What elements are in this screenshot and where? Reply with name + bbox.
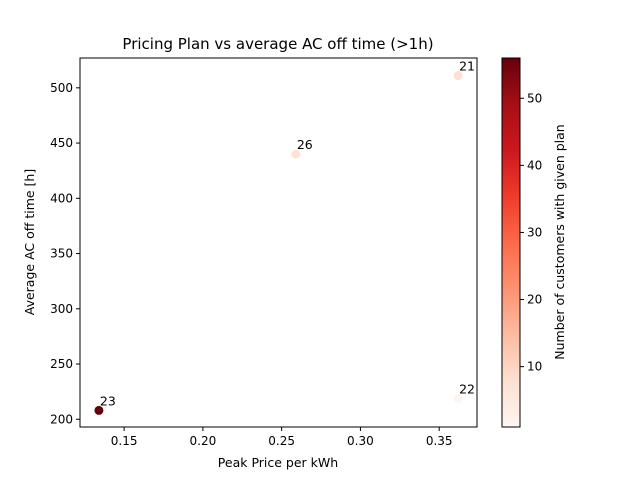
x-tick-label: 0.35 bbox=[426, 434, 453, 448]
plot-area: 0.15 0.20 0.25 0.30 0.35 200 250 300 350 400 450 5… bbox=[50, 57, 478, 448]
colorbar-tick-label: 10 bbox=[527, 360, 542, 374]
point-label: 22 bbox=[459, 381, 475, 396]
x-axis: 0.15 0.20 0.25 0.30 0.35 bbox=[111, 427, 453, 448]
point-label: 23 bbox=[100, 393, 116, 408]
x-axis-label: Peak Price per kWh bbox=[218, 455, 338, 470]
x-tick-label: 0.20 bbox=[190, 434, 217, 448]
y-tick-label: 300 bbox=[50, 302, 73, 316]
colorbar-tick-label: 30 bbox=[527, 225, 542, 239]
x-tick-label: 0.30 bbox=[347, 434, 374, 448]
colorbar-tick-label: 50 bbox=[527, 91, 542, 105]
data-point bbox=[291, 149, 301, 159]
point-label: 26 bbox=[297, 137, 313, 152]
chart-title: Pricing Plan vs average AC off time (>1h… bbox=[122, 35, 433, 53]
colorbar-frame bbox=[501, 57, 521, 428]
colorbar-label: Number of customers with given plan bbox=[552, 124, 567, 359]
y-tick-label: 400 bbox=[50, 191, 73, 205]
y-tick-label: 450 bbox=[50, 136, 73, 150]
colorbar-ticks: 10 20 30 40 50 bbox=[520, 91, 542, 374]
colorbar-tick-label: 20 bbox=[527, 293, 542, 307]
y-tick-label: 200 bbox=[50, 412, 73, 426]
y-tick-label: 500 bbox=[50, 81, 73, 95]
data-point bbox=[453, 71, 463, 81]
colorbar-tick-label: 40 bbox=[527, 158, 542, 172]
colorbar-gradient bbox=[502, 58, 520, 427]
data-point bbox=[453, 393, 463, 403]
plot-frame bbox=[79, 57, 478, 428]
y-axis: 200 250 300 350 400 450 500 bbox=[50, 81, 80, 426]
y-tick-label: 250 bbox=[50, 357, 73, 371]
y-tick-label: 350 bbox=[50, 247, 73, 261]
colorbar: 10 20 30 40 50 Number of customers with give… bbox=[501, 57, 567, 428]
y-axis-label: Average AC off time [h] bbox=[22, 169, 37, 315]
point-label: 21 bbox=[459, 59, 475, 74]
data-point bbox=[94, 405, 104, 415]
x-tick-label: 0.25 bbox=[268, 434, 295, 448]
x-tick-label: 0.15 bbox=[111, 434, 138, 448]
data-points: 23 26 21 22 bbox=[94, 59, 475, 415]
